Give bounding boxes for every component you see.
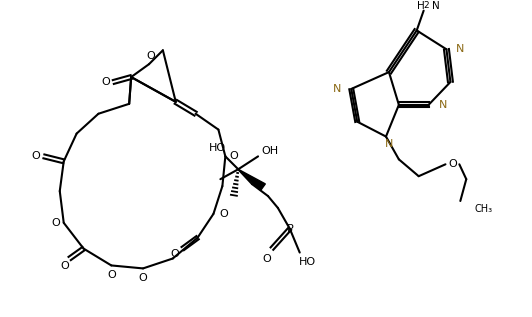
Text: O: O (229, 152, 238, 161)
Text: O: O (170, 249, 179, 259)
Text: N: N (438, 100, 447, 110)
Text: O: O (263, 254, 271, 263)
Text: P: P (286, 224, 293, 234)
Text: N: N (385, 139, 393, 150)
Text: HO: HO (209, 144, 226, 153)
Text: HO: HO (299, 257, 316, 268)
Text: O: O (60, 262, 69, 271)
Text: O: O (219, 209, 228, 219)
Text: O: O (147, 51, 155, 61)
Text: N: N (456, 44, 465, 54)
Text: 2: 2 (424, 1, 429, 10)
Text: O: O (52, 218, 60, 228)
Text: OH: OH (261, 146, 279, 156)
Text: H: H (417, 1, 425, 11)
Polygon shape (238, 169, 265, 190)
Text: O: O (107, 270, 115, 280)
Text: O: O (31, 152, 40, 161)
Text: N: N (431, 1, 439, 11)
Text: N: N (333, 84, 342, 94)
Text: O: O (101, 77, 110, 87)
Text: CH₃: CH₃ (474, 204, 492, 214)
Text: O: O (448, 159, 457, 169)
Text: O: O (139, 273, 147, 283)
